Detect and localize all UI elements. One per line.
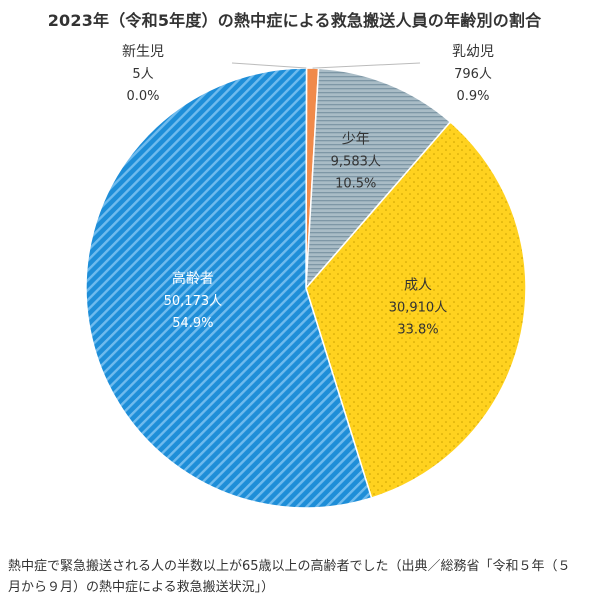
pie-slice-高齢者	[85, 67, 373, 509]
chart-title: 2023年（令和5年度）の熱中症による救急搬送人員の年齢別の割合	[47, 11, 542, 30]
slice-label-name: 乳幼児	[452, 44, 494, 60]
chart-caption: 熱中症で緊急搬送される人の半数以上が65歳以上の高齢者でした（出典／総務省「令和…	[8, 559, 571, 595]
pie-chart: 新生児 5人 0.0% 乳幼児 796人 0.9% 少年 9,583人 10.5% 成人 30,91…	[85, 44, 527, 509]
slice-label-name: 少年	[342, 132, 370, 148]
slice-label-count: 30,910人	[389, 300, 448, 315]
slice-label-percent: 0.0%	[126, 89, 159, 104]
slice-label-percent: 33.8%	[397, 322, 438, 337]
slice-label-count: 50,173人	[164, 294, 223, 309]
slice-label-percent: 54.9%	[172, 316, 213, 331]
slice-label-percent: 0.9%	[456, 89, 489, 104]
slice-label-count: 5人	[132, 67, 153, 82]
slice-label-percent: 10.5%	[335, 177, 376, 192]
slice-label-name: 新生児	[122, 44, 164, 60]
slice-label-name: 成人	[404, 277, 432, 293]
pie-slice-成人	[305, 120, 527, 499]
leader-line-新生児	[231, 62, 307, 69]
slice-label-count: 796人	[454, 67, 492, 82]
pie-slice-少年	[305, 67, 452, 291]
slice-label-count: 9,583人	[331, 155, 381, 170]
leader-line-乳幼児	[312, 62, 421, 69]
slice-label-name: 高齢者	[172, 270, 214, 287]
